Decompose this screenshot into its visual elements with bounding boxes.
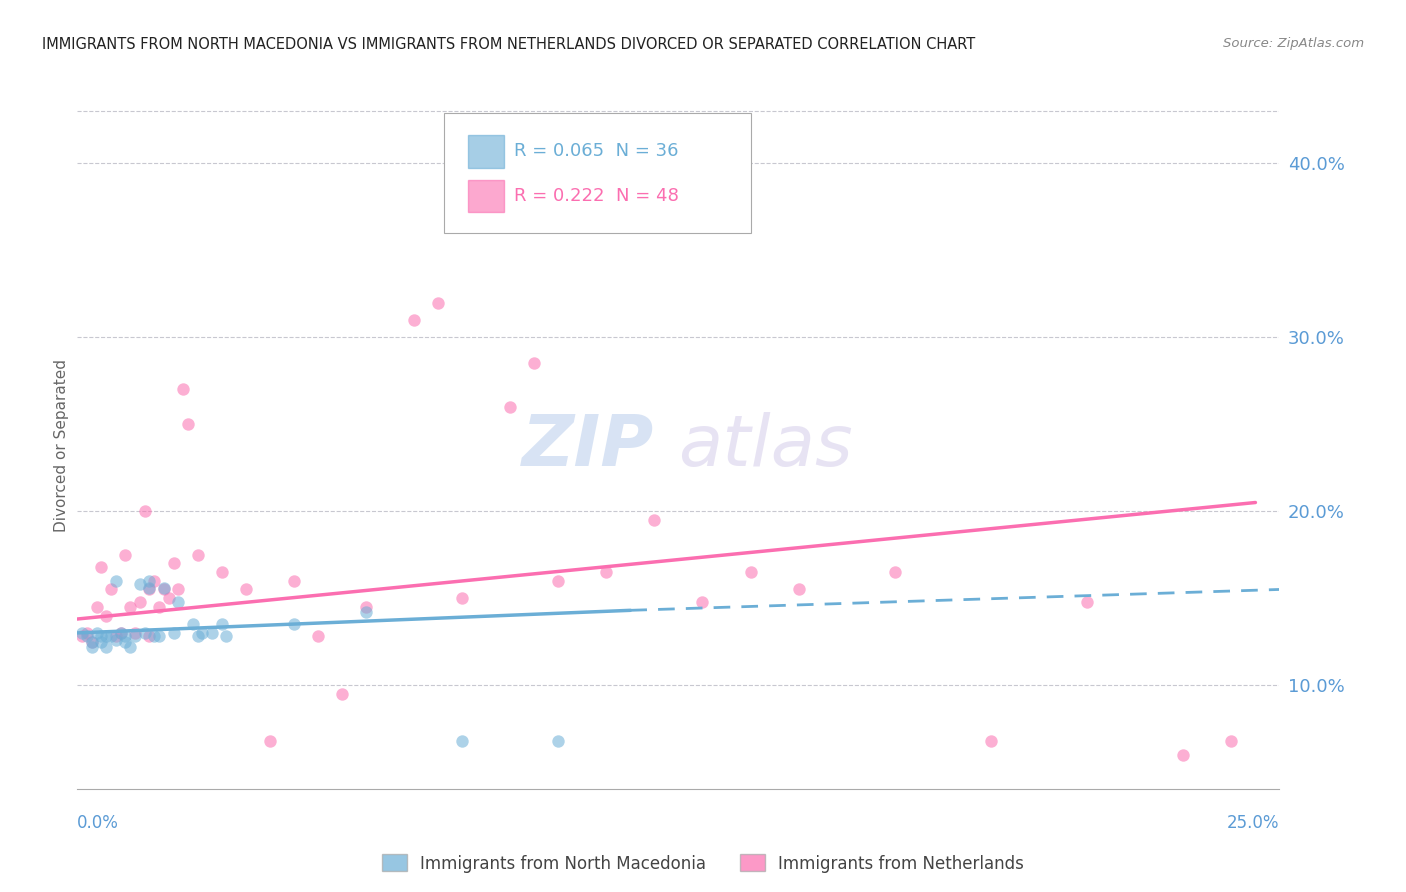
Point <box>523 356 546 370</box>
Point <box>177 417 200 432</box>
Point <box>124 626 146 640</box>
Legend: Immigrants from North Macedonia, Immigrants from Netherlands: Immigrants from North Macedonia, Immigra… <box>375 847 1031 880</box>
Point <box>134 626 156 640</box>
Point <box>120 640 142 654</box>
Point <box>86 626 108 640</box>
Point <box>128 577 150 591</box>
FancyBboxPatch shape <box>468 135 505 168</box>
Point <box>1076 594 1098 608</box>
FancyBboxPatch shape <box>444 113 751 233</box>
Point <box>187 548 209 562</box>
Point <box>595 565 617 579</box>
Point <box>138 581 160 595</box>
Point <box>215 629 238 643</box>
Point <box>114 634 136 648</box>
Point <box>76 629 98 643</box>
FancyBboxPatch shape <box>468 179 505 212</box>
Point <box>120 599 142 614</box>
Point <box>134 504 156 518</box>
Text: 0.0%: 0.0% <box>77 814 120 831</box>
Point <box>90 629 112 643</box>
Point <box>70 626 93 640</box>
Point <box>201 626 224 640</box>
Point <box>427 295 450 310</box>
Point <box>143 574 166 588</box>
Text: IMMIGRANTS FROM NORTH MACEDONIA VS IMMIGRANTS FROM NETHERLANDS DIVORCED OR SEPAR: IMMIGRANTS FROM NORTH MACEDONIA VS IMMIG… <box>42 37 976 53</box>
Point <box>110 626 132 640</box>
Text: R = 0.222  N = 48: R = 0.222 N = 48 <box>513 187 679 205</box>
Point <box>235 582 257 597</box>
Text: atlas: atlas <box>679 411 853 481</box>
Point <box>283 574 305 588</box>
Point <box>148 599 170 614</box>
Point <box>259 733 281 747</box>
Point <box>167 582 190 597</box>
Point <box>980 733 1002 747</box>
Point <box>181 617 204 632</box>
Point <box>86 599 108 614</box>
Point <box>143 629 166 643</box>
Y-axis label: Divorced or Separated: Divorced or Separated <box>53 359 69 533</box>
Point <box>283 617 305 632</box>
Point <box>692 594 714 608</box>
Point <box>100 629 122 643</box>
Text: Source: ZipAtlas.com: Source: ZipAtlas.com <box>1223 37 1364 51</box>
Point <box>547 733 569 747</box>
Point <box>104 629 127 643</box>
Point <box>138 582 160 597</box>
Point <box>96 608 118 623</box>
Point <box>138 629 160 643</box>
Text: 25.0%: 25.0% <box>1227 814 1279 831</box>
Point <box>172 383 194 397</box>
Point <box>96 629 118 643</box>
Point <box>110 626 132 640</box>
Text: ZIP: ZIP <box>522 411 654 481</box>
Point <box>354 605 377 619</box>
Point <box>90 634 112 648</box>
Point <box>167 594 190 608</box>
Point <box>80 634 103 648</box>
Point <box>402 313 425 327</box>
Point <box>162 626 184 640</box>
Point <box>128 594 150 608</box>
Point <box>643 513 665 527</box>
Point <box>80 640 103 654</box>
Point <box>354 599 377 614</box>
Point <box>104 632 127 647</box>
Point <box>187 629 209 643</box>
Point <box>211 565 233 579</box>
Point <box>157 591 180 606</box>
Point <box>148 629 170 643</box>
Point <box>162 557 184 571</box>
Point <box>124 629 146 643</box>
Point <box>80 634 103 648</box>
Point <box>499 400 522 414</box>
Point <box>211 617 233 632</box>
Point <box>153 581 176 595</box>
Point <box>883 565 905 579</box>
Point <box>70 629 93 643</box>
Point <box>307 629 329 643</box>
Point <box>100 582 122 597</box>
Point <box>96 640 118 654</box>
Point <box>787 582 810 597</box>
Point <box>330 687 353 701</box>
Point <box>547 574 569 588</box>
Point <box>114 629 136 643</box>
Point <box>76 626 98 640</box>
Point <box>104 574 127 588</box>
Point <box>740 565 762 579</box>
Point <box>1173 747 1195 762</box>
Point <box>451 733 474 747</box>
Point <box>191 626 214 640</box>
Text: R = 0.065  N = 36: R = 0.065 N = 36 <box>513 143 678 161</box>
Point <box>1220 733 1243 747</box>
Point <box>138 574 160 588</box>
Point <box>90 559 112 574</box>
Point <box>451 591 474 606</box>
Point <box>114 548 136 562</box>
Point <box>153 582 176 597</box>
